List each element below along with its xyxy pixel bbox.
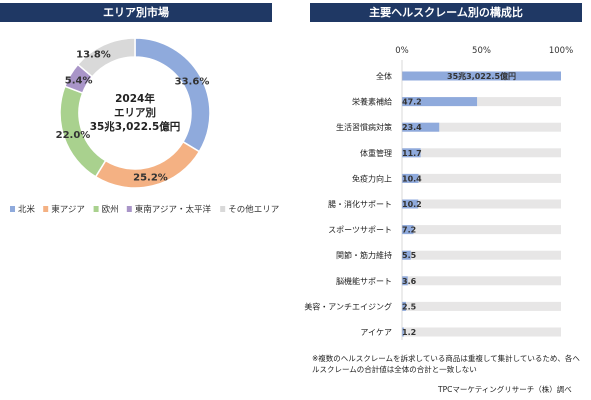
- area-market-header: エリア別市場: [0, 3, 272, 22]
- bar-data-label-0: 35兆3,022.5億円: [447, 71, 516, 81]
- bar-data-label-9: 2.5: [402, 302, 417, 311]
- bar-value-3: [402, 148, 421, 158]
- bar-category-label-2: 生活習慣病対策: [336, 122, 392, 132]
- donut-slice-4: [76, 37, 136, 78]
- bar-category-label-7: 関節・筋力維持: [336, 250, 392, 260]
- bar-data-label-7: 5.5: [402, 251, 417, 260]
- x-tick-label-0: 0%: [395, 46, 409, 56]
- bar-data-label-10: 1.2: [402, 328, 416, 337]
- bar-category-label-3: 体重管理: [360, 148, 392, 158]
- bar-track-2: [402, 122, 561, 132]
- bar-track-3: [402, 148, 561, 158]
- health-claim-header: 主要ヘルスクレーム別の構成比: [310, 3, 582, 22]
- bar-value-9: [402, 301, 406, 311]
- bar-value-2: [402, 122, 440, 132]
- legend-swatch-0: [10, 206, 15, 212]
- bar-category-label-6: スポーツサポート: [328, 226, 392, 235]
- bar-category-label-9: 美容・アンチエイジング: [304, 301, 392, 311]
- health-claim-title: 主要ヘルスクレーム別の構成比: [369, 6, 523, 19]
- bar-category-label-1: 栄養素補給: [352, 97, 392, 107]
- legend-label-0: 北米: [18, 204, 36, 215]
- bar-track-4: [402, 173, 561, 183]
- bar-data-label-8: 3.6: [402, 277, 417, 286]
- legend-swatch-2: [93, 206, 99, 212]
- donut-center-label-2: 35兆3,022.5億円: [90, 120, 181, 133]
- legend-label-1: 東アジア: [51, 204, 85, 215]
- bar-track-1: [402, 97, 561, 107]
- legend-label-3: 東南アジア・太平洋: [135, 204, 212, 215]
- bar-value-6: [402, 225, 414, 235]
- donut-value-label-0: 33.6%: [175, 77, 210, 88]
- bar-value-1: [402, 97, 478, 107]
- bar-data-label-5: 10.2: [402, 200, 422, 209]
- legend-swatch-4: [220, 206, 226, 212]
- x-tick-label-2: 100%: [549, 46, 573, 56]
- bar-category-label-8: 脳機能サポート: [336, 276, 392, 286]
- bar-category-label-5: 腸・消化サポート: [328, 199, 392, 209]
- bar-track-5: [402, 199, 561, 209]
- bar-track-7: [402, 250, 561, 260]
- bar-category-label-10: アイケア: [360, 328, 392, 337]
- bar-category-label-4: 免疫力向上: [352, 173, 392, 183]
- bar-track-6: [402, 225, 561, 235]
- footnote-text: ※複数のヘルスクレームを訴求している商品は重複して集計しているため、各ヘルスクレ…: [312, 354, 580, 374]
- donut-value-label-4: 13.8%: [76, 50, 111, 61]
- legend-swatch-3: [126, 206, 132, 212]
- bar-value-7: [402, 250, 411, 260]
- bar-track-10: [402, 327, 561, 337]
- bar-track-9: [402, 301, 561, 311]
- bar-value-4: [402, 173, 419, 183]
- legend-label-4: その他エリア: [228, 204, 279, 215]
- legend-swatch-1: [43, 206, 49, 212]
- donut-value-label-2: 22.0%: [56, 130, 91, 141]
- donut-center-label-1: エリア別: [114, 106, 156, 119]
- area-market-title: エリア別市場: [103, 6, 169, 19]
- source-credit: TPCマーケティングリサーチ（株）調べ: [438, 385, 572, 394]
- x-tick-label-1: 50%: [472, 46, 491, 56]
- donut-value-label-1: 25.2%: [133, 173, 168, 184]
- bar-data-label-4: 10.4: [402, 174, 422, 183]
- bar-category-label-0: 全体: [376, 71, 392, 81]
- bar-value-5: [402, 199, 419, 209]
- bar-value-0: [402, 71, 561, 81]
- bar-data-label-1: 47.2: [402, 98, 422, 107]
- bar-data-label-3: 11.7: [402, 149, 422, 158]
- donut-value-label-3: 5.4%: [65, 76, 93, 87]
- bar-value-10: [402, 327, 404, 337]
- bar-data-label-2: 23.4: [402, 123, 422, 132]
- bar-track-8: [402, 276, 561, 286]
- bar-data-label-6: 7.2: [402, 226, 416, 235]
- donut-center-label-0: 2024年: [115, 92, 155, 105]
- legend-label-2: 欧州: [102, 204, 119, 215]
- bar-value-8: [402, 276, 408, 286]
